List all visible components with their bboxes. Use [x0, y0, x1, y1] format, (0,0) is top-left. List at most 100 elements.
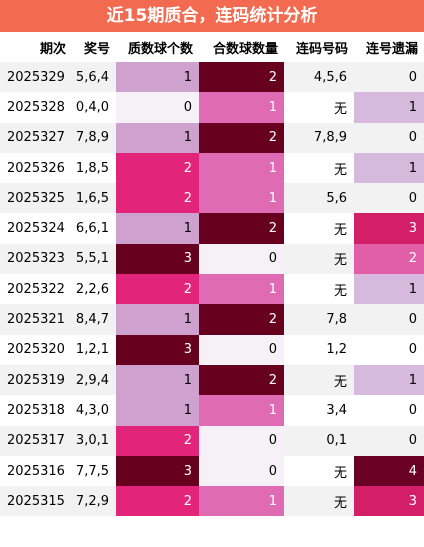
numbers-cell: 7,2,9	[72, 486, 116, 517]
issue-cell: 2025329	[0, 62, 72, 93]
table-row: 2025319 2,9,4 1 2 无 1	[0, 364, 424, 396]
composite-count-cell: 0	[199, 334, 284, 365]
issue-cell: 2025327	[0, 122, 72, 153]
table-row: 2025316 7,7,5 3 0 无 4	[0, 455, 424, 487]
header-consecutive-miss: 连号遗漏	[354, 32, 424, 62]
issue-cell: 2025321	[0, 304, 72, 335]
consecutive-cell: 无	[284, 486, 354, 517]
consecutive-cell: 无	[284, 455, 354, 487]
prime-count-cell: 1	[116, 304, 199, 335]
prime-count-cell: 3	[116, 334, 199, 365]
header-prime-count: 质数球个数	[116, 32, 199, 62]
consecutive-cell: 无	[284, 213, 354, 244]
table-row: 2025325 1,6,5 2 1 5,6 0	[0, 183, 424, 214]
composite-count-cell: 1	[199, 274, 284, 305]
consecutive-miss-cell: 1	[354, 364, 424, 396]
consecutive-cell: 5,6	[284, 183, 354, 214]
numbers-cell: 5,5,1	[72, 243, 116, 275]
prime-count-cell: 3	[116, 243, 199, 275]
consecutive-miss-cell: 0	[354, 425, 424, 456]
composite-count-cell: 0	[199, 425, 284, 456]
issue-cell: 2025323	[0, 243, 72, 275]
numbers-cell: 7,8,9	[72, 122, 116, 153]
table-row: 2025328 0,4,0 0 1 无 1	[0, 92, 424, 123]
prime-count-cell: 0	[116, 92, 199, 123]
numbers-cell: 2,9,4	[72, 364, 116, 396]
composite-count-cell: 0	[199, 455, 284, 487]
prime-count-cell: 1	[116, 62, 199, 93]
numbers-cell: 0,4,0	[72, 92, 116, 123]
composite-count-cell: 1	[199, 92, 284, 123]
numbers-cell: 6,6,1	[72, 213, 116, 244]
numbers-cell: 4,3,0	[72, 395, 116, 426]
issue-cell: 2025315	[0, 486, 72, 517]
composite-count-cell: 0	[199, 243, 284, 275]
table-row: 2025324 6,6,1 1 2 无 3	[0, 213, 424, 244]
table-row: 2025326 1,8,5 2 1 无 1	[0, 152, 424, 184]
composite-count-cell: 2	[199, 304, 284, 335]
consecutive-miss-cell: 1	[354, 152, 424, 184]
consecutive-cell: 4,5,6	[284, 62, 354, 93]
consecutive-cell: 0,1	[284, 425, 354, 456]
consecutive-cell: 7,8	[284, 304, 354, 335]
table-row: 2025322 2,2,6 2 1 无 1	[0, 274, 424, 305]
issue-cell: 2025324	[0, 213, 72, 244]
consecutive-miss-cell: 0	[354, 334, 424, 365]
table-row: 2025315 7,2,9 2 1 无 3	[0, 486, 424, 517]
consecutive-cell: 无	[284, 364, 354, 396]
numbers-cell: 2,2,6	[72, 274, 116, 305]
header-numbers: 奖号	[72, 32, 116, 62]
consecutive-cell: 无	[284, 92, 354, 123]
consecutive-miss-cell: 1	[354, 274, 424, 305]
prime-count-cell: 1	[116, 122, 199, 153]
issue-cell: 2025320	[0, 334, 72, 365]
table-row: 2025320 1,2,1 3 0 1,2 0	[0, 334, 424, 365]
numbers-cell: 1,8,5	[72, 152, 116, 184]
issue-cell: 2025325	[0, 183, 72, 214]
numbers-cell: 8,4,7	[72, 304, 116, 335]
table-row: 2025321 8,4,7 1 2 7,8 0	[0, 304, 424, 335]
issue-cell: 2025317	[0, 425, 72, 456]
composite-count-cell: 2	[199, 364, 284, 396]
consecutive-cell: 无	[284, 274, 354, 305]
prime-count-cell: 2	[116, 274, 199, 305]
table-row: 2025329 5,6,4 1 2 4,5,6 0	[0, 62, 424, 93]
table-row: 2025327 7,8,9 1 2 7,8,9 0	[0, 122, 424, 153]
composite-count-cell: 1	[199, 152, 284, 184]
issue-cell: 2025316	[0, 455, 72, 487]
consecutive-miss-cell: 0	[354, 395, 424, 426]
composite-count-cell: 2	[199, 62, 284, 93]
stats-table: 期次 奖号 质数球个数 合数球数量 连码号码 连号遗漏 2025329 5,6,4…	[0, 32, 424, 517]
composite-count-cell: 1	[199, 395, 284, 426]
consecutive-miss-cell: 2	[354, 243, 424, 275]
header-row: 期次 奖号 质数球个数 合数球数量 连码号码 连号遗漏	[0, 32, 424, 62]
issue-cell: 2025322	[0, 274, 72, 305]
consecutive-cell: 1,2	[284, 334, 354, 365]
header-consecutive: 连码号码	[284, 32, 354, 62]
consecutive-miss-cell: 0	[354, 183, 424, 214]
table-row: 2025317 3,0,1 2 0 0,1 0	[0, 425, 424, 456]
issue-cell: 2025326	[0, 152, 72, 184]
issue-cell: 2025328	[0, 92, 72, 123]
prime-count-cell: 1	[116, 213, 199, 244]
issue-cell: 2025319	[0, 364, 72, 396]
composite-count-cell: 1	[199, 183, 284, 214]
consecutive-miss-cell: 0	[354, 62, 424, 93]
consecutive-cell: 无	[284, 152, 354, 184]
table-row: 2025323 5,5,1 3 0 无 2	[0, 243, 424, 275]
prime-count-cell: 3	[116, 455, 199, 487]
composite-count-cell: 2	[199, 213, 284, 244]
header-composite-count: 合数球数量	[199, 32, 284, 62]
consecutive-miss-cell: 0	[354, 304, 424, 335]
consecutive-miss-cell: 3	[354, 213, 424, 244]
page-title: 近15期质合，连码统计分析	[0, 0, 424, 32]
prime-count-cell: 2	[116, 425, 199, 456]
header-issue: 期次	[0, 32, 72, 62]
consecutive-miss-cell: 4	[354, 455, 424, 487]
consecutive-cell: 无	[284, 243, 354, 275]
numbers-cell: 3,0,1	[72, 425, 116, 456]
consecutive-miss-cell: 1	[354, 92, 424, 123]
numbers-cell: 1,6,5	[72, 183, 116, 214]
prime-count-cell: 1	[116, 364, 199, 396]
prime-count-cell: 2	[116, 486, 199, 517]
